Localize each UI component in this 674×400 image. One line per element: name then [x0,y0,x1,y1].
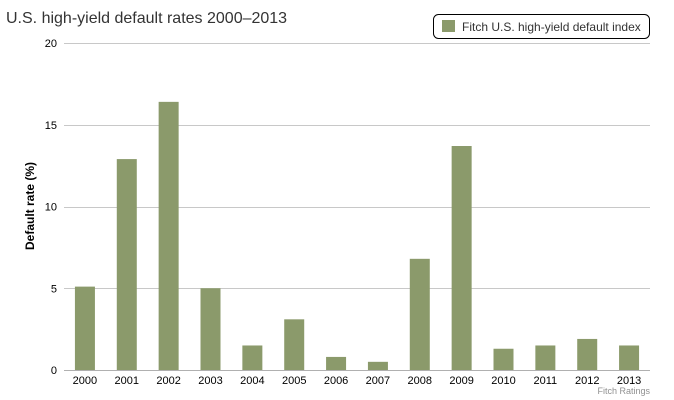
chart-credit: Fitch Ratings [597,386,650,396]
legend-box [433,14,650,39]
y-tick-label: 5 [51,283,57,295]
bars [74,101,640,371]
bar-2013[interactable] [619,345,640,370]
bar-2010[interactable] [493,348,514,370]
x-tick-label: 2010 [491,375,515,387]
x-tick-label: 2011 [534,375,558,387]
x-tick-label: 2007 [366,375,390,387]
x-tick-label: 2005 [282,375,306,387]
x-tick-label: 2012 [575,375,599,387]
x-axis-ticks: 2000 2001 2002 2003 2004 2005 2006 2007 2008 2009… [73,375,642,387]
x-tick-label: 2004 [240,375,264,387]
legend-swatch [442,20,455,32]
x-tick-label: 2001 [115,375,139,387]
bar-2008[interactable] [409,258,430,370]
x-tick-label: 2009 [449,375,473,387]
bar-2009[interactable] [451,146,472,370]
x-tick-label: 2003 [198,375,222,387]
legend-label: Fitch U.S. high-yield default index [462,20,641,34]
y-axis-ticks: 0 5 10 15 20 [45,38,57,377]
x-tick-label: 2013 [617,375,641,387]
bar-2001[interactable] [116,159,137,370]
bar-2012[interactable] [577,338,598,370]
bar-2002[interactable] [158,101,179,371]
y-tick-label: 0 [51,365,57,377]
y-tick-label: 10 [45,202,57,214]
bar-2003[interactable] [200,288,221,370]
bar-2007[interactable] [367,361,388,370]
chart-title: U.S. high-yield default rates 2000–2013 [6,10,287,27]
legend[interactable]: Fitch U.S. high-yield default index [433,14,650,39]
bar-2005[interactable] [284,319,305,370]
gridlines [64,43,650,371]
x-tick-label: 2002 [156,375,180,387]
bar-2000[interactable] [74,286,95,370]
bar-2004[interactable] [242,345,263,370]
y-tick-label: 20 [45,38,57,50]
bar-2011[interactable] [535,345,556,370]
x-tick-label: 2000 [73,375,97,387]
x-tick-label: 2006 [324,375,348,387]
bar-2006[interactable] [326,356,347,370]
x-tick-label: 2008 [408,375,432,387]
y-tick-label: 15 [45,120,57,132]
y-axis-label: Default rate (%) [23,162,37,250]
